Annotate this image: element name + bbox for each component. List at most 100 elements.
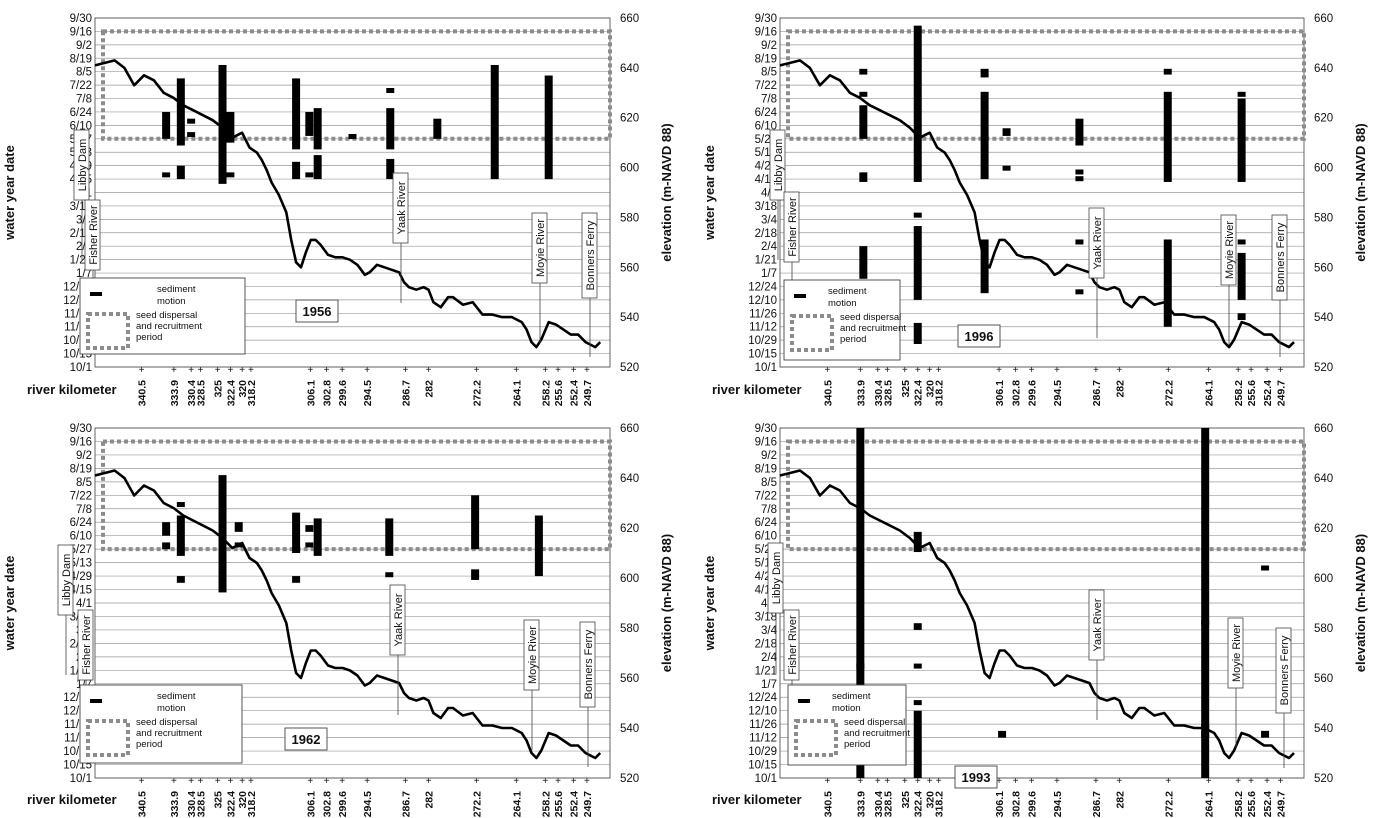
legend-seed-swatch [86, 719, 130, 757]
x-axis-label: river kilometer [27, 382, 117, 397]
km-tick-label: 302.8 [1011, 791, 1023, 817]
sediment-motion-bar [1163, 68, 1172, 75]
km-tick-label: 328.5 [882, 380, 894, 406]
y-axis-label: water year date [2, 145, 17, 241]
sediment-motion-bar [1075, 169, 1084, 175]
elevation-tick-label: 560 [620, 262, 639, 274]
river-label: Libby Dam [77, 139, 89, 192]
km-tick-mark: + [171, 365, 177, 376]
date-tick-label: 9/2 [76, 40, 92, 52]
legend-sediment-swatch [798, 699, 810, 703]
sediment-motion-bar [913, 623, 922, 630]
km-tick-mark: + [364, 776, 370, 787]
km-tick-mark: + [936, 776, 942, 787]
km-tick-label: 264.1 [1204, 791, 1216, 817]
km-tick-mark: + [139, 365, 145, 376]
km-tick-label: 282 [424, 791, 436, 809]
date-tick-label: 9/16 [70, 436, 92, 448]
km-tick-label: 318.2 [934, 791, 946, 817]
date-tick-label: 4/1 [76, 598, 92, 610]
sediment-motion-bar [386, 87, 395, 93]
date-tick-label: 1/21 [755, 665, 777, 677]
km-tick-label: 302.8 [322, 791, 334, 817]
km-tick-mark: + [857, 776, 863, 787]
sediment-motion-bar [218, 475, 227, 593]
sediment-motion-bar [162, 542, 171, 550]
date-tick-label: 8/19 [755, 53, 777, 65]
river-label: Moyie River [1231, 624, 1243, 682]
date-tick-label: 7/8 [761, 504, 777, 516]
km-tick-label: 294.5 [362, 380, 374, 406]
km-tick-label: 330.4 [186, 380, 198, 406]
km-tick-mark: + [884, 365, 890, 376]
date-tick-label: 2/18 [755, 228, 777, 240]
sediment-motion-bar [176, 78, 185, 146]
river-label-box [1227, 617, 1244, 689]
elevation-tick-label: 580 [620, 212, 639, 224]
km-tick-mark: + [584, 776, 590, 787]
date-tick-label: 1/7 [761, 679, 777, 691]
elevation-tick-label: 600 [1314, 163, 1333, 175]
year-label: 1996 [965, 329, 994, 344]
legend-seed-label: seed dispersal [844, 717, 905, 728]
river-label: Libby Dam [771, 552, 783, 605]
date-tick-label: 10/1 [755, 362, 777, 374]
year-label: 1956 [303, 304, 332, 319]
date-tick-label: 11/12 [749, 322, 777, 334]
sediment-motion-bar [998, 730, 1007, 738]
km-tick-mark: + [227, 776, 233, 787]
date-tick-label: 5/13 [70, 558, 92, 570]
date-tick-label: 9/2 [761, 450, 777, 462]
km-tick-label: 286.7 [1091, 380, 1103, 406]
sediment-motion-bar [292, 576, 301, 583]
sediment-motion-bar [913, 322, 922, 344]
sediment-motion-bar [162, 111, 171, 139]
km-tick-label: 286.7 [400, 791, 412, 817]
sediment-motion-bar [305, 525, 314, 532]
km-tick-label: 255.6 [1246, 791, 1258, 817]
km-tick-label: 252.4 [1262, 791, 1274, 817]
date-tick-label: 6/10 [70, 531, 92, 543]
km-tick-mark: + [324, 365, 330, 376]
km-tick-label: 286.7 [1091, 791, 1103, 817]
km-tick-label: 255.6 [553, 791, 565, 817]
year-box [295, 299, 339, 323]
river-label-box [73, 129, 90, 201]
date-tick-label: 10/15 [748, 349, 777, 361]
km-tick-label: 282 [1114, 380, 1126, 398]
km-tick-mark: + [1264, 365, 1270, 376]
km-tick-label: 255.6 [553, 380, 565, 406]
y-axis-label: water year date [702, 145, 717, 241]
seed-dispersal-period [786, 439, 1306, 552]
river-label-box [769, 129, 786, 201]
sediment-motion-bar [176, 515, 185, 556]
date-tick-label: 8/5 [761, 67, 777, 79]
date-tick-label: 2/4 [761, 652, 778, 664]
km-tick-mark: + [339, 776, 345, 787]
km-tick-mark: + [542, 365, 548, 376]
km-tick-mark: + [1093, 365, 1099, 376]
elevation-tick-label: 660 [620, 423, 639, 435]
panel-1993: 9/309/169/28/198/57/227/86/246/105/275/1… [702, 423, 1368, 817]
legend-sediment-label: motion [157, 703, 186, 714]
river-label: Libby Dam [773, 139, 785, 192]
km-tick-mark: + [1165, 776, 1171, 787]
km-tick-mark: + [1029, 776, 1035, 787]
seed-dispersal-period [101, 439, 612, 552]
km-tick-mark: + [188, 776, 194, 787]
legend-box [787, 684, 907, 766]
date-tick-label: 8/5 [76, 67, 92, 79]
km-tick-mark: + [555, 365, 561, 376]
km-tick-label: 340.5 [137, 380, 149, 406]
km-tick-mark: + [1264, 776, 1270, 787]
sediment-motion-bar [980, 68, 989, 78]
date-tick-label: 9/2 [761, 40, 777, 52]
km-tick-mark: + [996, 365, 1002, 376]
km-tick-label: 272.2 [1163, 380, 1175, 406]
km-tick-mark: + [884, 776, 890, 787]
river-label: Moyie River [535, 219, 547, 277]
elevation-tick-label: 640 [620, 63, 639, 75]
km-tick-mark: + [542, 776, 548, 787]
km-tick-label: 322.4 [225, 791, 237, 817]
